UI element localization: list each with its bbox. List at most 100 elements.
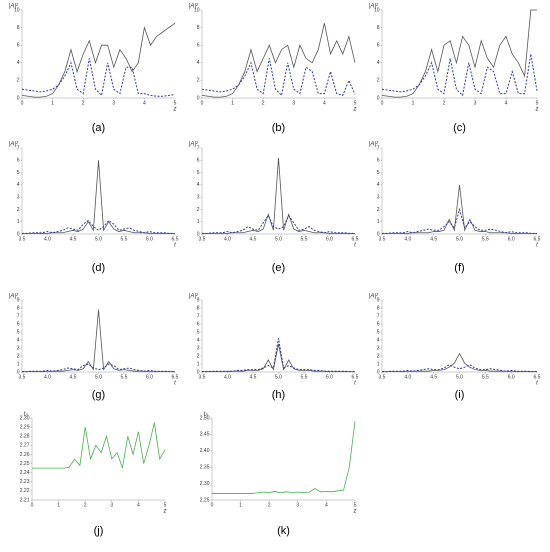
y-tick-label: 2.35 [200,465,210,471]
x-tick-label: 2 [268,502,271,508]
x-tick-label: 4 [505,100,508,106]
y-tick-label: 8 [17,25,20,31]
series-line [22,363,175,373]
y-tick-label: 2.25 [200,497,210,503]
series-line [32,422,166,469]
y-tick-label: 5 [197,170,200,176]
series-line [202,157,355,234]
x-tick-label: 4.0 [404,374,411,380]
series-line [382,364,537,373]
y-axis-label: |A|² [189,142,199,148]
y-tick-label: 6 [17,43,20,49]
x-tick-label: 3 [292,100,295,106]
series-line [382,207,537,234]
y-tick-label: 7 [17,145,20,151]
x-tick-label: 4 [323,100,326,106]
y-axis-label: |A|² [189,4,199,10]
y-tick-label: 0 [377,95,380,101]
y-tick-label: 1 [197,361,200,367]
y-tick-label: 7 [377,145,380,151]
x-tick-label: 5.0 [95,236,102,242]
x-tick-label: 5.0 [275,374,282,380]
y-tick-label: 2 [17,207,20,213]
y-tick-label: 2 [377,78,380,84]
y-axis-label: |A|² [9,294,19,300]
x-tick-label: 2 [84,502,87,508]
y-tick-label: 2.25 [20,461,30,467]
x-tick-label: 5.5 [482,374,489,380]
x-axis-label: t [536,243,538,249]
y-tick-label: 5 [197,329,200,335]
panel-caption: (e) [272,262,285,274]
y-tick-label: 8 [17,305,20,311]
y-tick-label: 2.30 [20,415,30,421]
x-tick-label: 4.5 [70,374,77,380]
y-axis-label: |A|² [9,4,19,10]
y-tick-label: 2.29 [20,424,30,430]
x-tick-label: 2 [443,100,446,106]
x-tick-label: 0 [31,502,34,508]
x-tick-label: 4.5 [430,374,437,380]
y-tick-label: 4 [197,337,200,343]
panel-caption: (a) [92,122,105,134]
series-line [22,309,175,372]
y-tick-label: 10 [374,7,380,13]
y-tick-label: 6 [197,43,200,49]
x-tick-label: 6.0 [508,374,515,380]
x-axis-label: z [163,509,167,515]
series-line [201,23,356,98]
series-line [22,160,175,234]
x-tick-label: 3 [474,100,477,106]
x-tick-label: 4.5 [250,236,257,242]
series-line [22,219,175,234]
y-tick-label: 1 [17,361,20,367]
y-tick-label: 1 [377,361,380,367]
x-tick-label: 5.0 [456,374,463,380]
x-axis-label: t [174,381,176,387]
panel-caption: (f) [454,262,464,274]
x-tick-label: 3.5 [379,236,386,242]
y-tick-label: 10 [14,7,20,13]
series-line [202,214,355,234]
panel-caption: (b) [272,122,285,134]
y-tick-label: 2 [197,207,200,213]
x-tick-label: 0 [211,502,214,508]
y-tick-label: 2.27 [20,443,30,449]
y-tick-label: 5 [377,329,380,335]
x-tick-label: 5.0 [456,236,463,242]
y-tick-label: 6 [377,43,380,49]
y-tick-label: 4 [377,337,380,343]
x-tick-label: 3.5 [19,374,26,380]
x-tick-label: 4.0 [44,236,51,242]
x-tick-label: 0 [381,100,384,106]
y-tick-label: 4 [17,337,20,343]
x-tick-label: 1 [51,100,54,106]
y-tick-label: 0 [197,369,200,375]
x-tick-label: 2 [262,100,265,106]
x-axis-label: z [353,509,357,515]
x-tick-label: 5 [174,100,177,106]
x-tick-label: 1 [231,100,234,106]
y-tick-label: 2.40 [200,448,210,454]
x-tick-label: 4.5 [70,236,77,242]
x-tick-label: 0 [201,100,204,106]
x-tick-label: 5.0 [275,236,282,242]
x-tick-label: 6.5 [352,236,359,242]
y-tick-label: 2.21 [20,497,30,503]
y-tick-label: 2 [197,353,200,359]
y-tick-label: 4 [377,60,380,66]
x-tick-label: 3 [112,100,115,106]
x-tick-label: 5.5 [301,374,308,380]
y-tick-label: 2 [197,78,200,84]
x-tick-label: 6.5 [172,236,179,242]
x-tick-label: 1 [412,100,415,106]
y-tick-label: 3 [377,345,380,351]
x-tick-label: 6.0 [326,236,333,242]
y-tick-label: 8 [377,305,380,311]
panel-caption: (g) [92,389,105,401]
x-tick-label: 4.5 [430,236,437,242]
series-line [381,53,538,97]
x-tick-label: 6.0 [146,374,153,380]
y-tick-label: 4 [197,60,200,66]
